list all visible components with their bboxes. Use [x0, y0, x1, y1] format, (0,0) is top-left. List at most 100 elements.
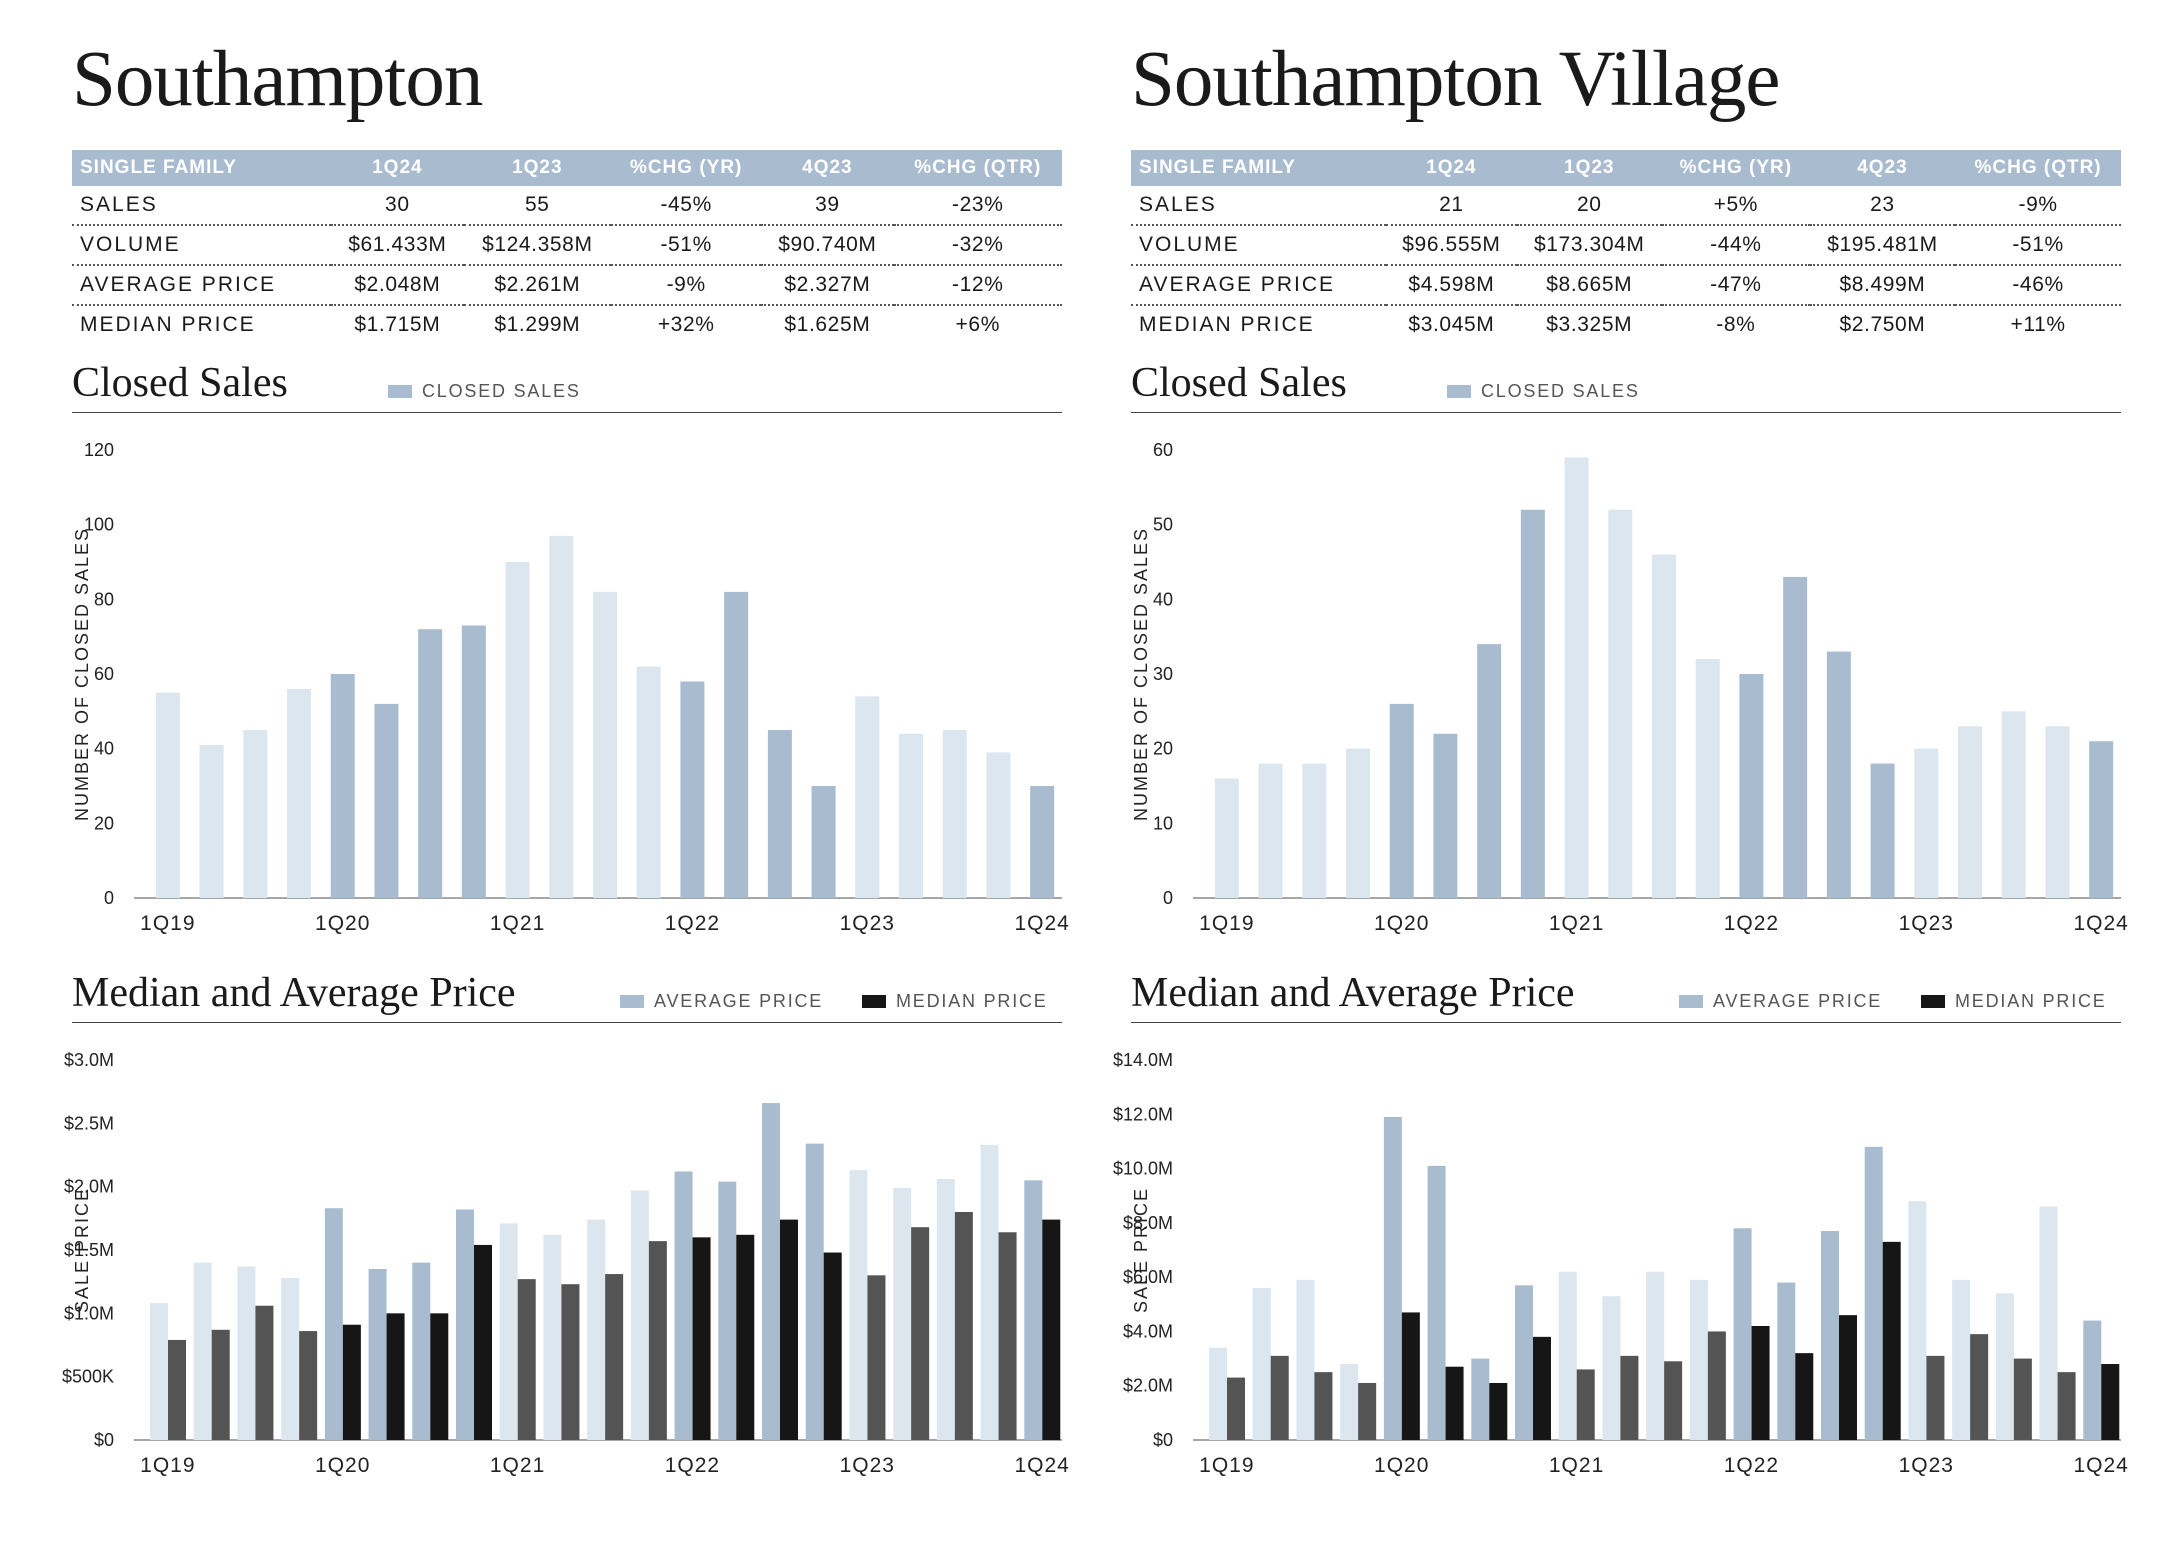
stats-header: SINGLE FAMILY: [1131, 150, 1387, 186]
stats-cell: $1.625M: [784, 313, 871, 336]
median-price-bar: [1358, 1383, 1377, 1440]
closed-sales-legend: CLOSED SALES: [1447, 381, 1640, 402]
closed-sales-bar: [986, 752, 1011, 898]
average-price-bar: [1340, 1364, 1359, 1440]
stats-cell: 21: [1386, 186, 1517, 226]
legend-swatch: [1447, 385, 1471, 398]
median-price-bar: [1227, 1377, 1245, 1440]
average-price-bar: [1252, 1288, 1271, 1440]
stats-cell: -12%: [893, 265, 1062, 306]
stats-cell: $8.499M: [1809, 265, 1956, 306]
average-price-bar: [674, 1171, 693, 1440]
y-tick-label: 10: [1153, 813, 1173, 833]
x-tick-label: 1Q24: [1014, 912, 1069, 935]
median-price-bar: [605, 1274, 624, 1440]
x-tick-label: 1Q23: [1899, 1454, 1954, 1477]
y-tick-label: $2.5M: [64, 1113, 114, 1133]
stats-cell: 30: [331, 186, 464, 226]
median-price-bar: [1042, 1219, 1061, 1440]
average-price-bar: [2039, 1206, 2058, 1440]
median-price-bar: [1489, 1383, 1508, 1440]
stats-header: %CHG (YR): [611, 150, 762, 186]
stats-header: 1Q24: [331, 150, 464, 186]
area-title: Southampton: [72, 36, 483, 123]
closed-sales-title: Closed Sales: [72, 360, 288, 406]
stats-cell: 20: [1516, 186, 1662, 226]
closed-sales-bar: [1302, 763, 1327, 898]
average-price-bar: [1515, 1285, 1533, 1440]
stats-cell: $8.665M: [1516, 265, 1662, 306]
stats-cell: $1.715M: [354, 313, 441, 336]
closed-sales-bar: [155, 692, 180, 898]
y-tick-label: 40: [1153, 589, 1173, 609]
median-price-bar: [561, 1284, 580, 1440]
stats-row-median-price: MEDIAN PRICE $1.715M $1.299M +32% $1.625…: [72, 305, 1062, 344]
stats-header: SINGLE FAMILY: [72, 150, 332, 186]
stats-cell: AVERAGE PRICE: [72, 265, 332, 306]
median-price-bar: [998, 1232, 1017, 1440]
average-price-bar: [237, 1266, 256, 1440]
median-price-bar: [1620, 1355, 1639, 1440]
stats-table: SINGLE FAMILY 1Q24 1Q23 %CHG (YR) 4Q23 %…: [1131, 150, 2121, 344]
stats-cell: $195.481M: [1809, 225, 1956, 266]
y-tick-label: $1.0M: [64, 1303, 114, 1323]
stats-cell: $2.261M: [463, 265, 612, 306]
stats-cell: +11%: [2010, 313, 2066, 336]
y-tick-label: $4.0M: [1123, 1321, 1173, 1341]
y-tick-label: $0: [1153, 1430, 1173, 1450]
average-price-bar: [1602, 1296, 1621, 1440]
median-price-bar: [867, 1275, 886, 1440]
average-price-bar: [1383, 1117, 1402, 1440]
closed-sales-bar: [330, 674, 355, 898]
closed-sales-bar: [899, 733, 923, 898]
average-price-bar: [1558, 1271, 1577, 1440]
median-price-bar: [517, 1279, 536, 1440]
closed-sales-chart: NUMBER OF CLOSED SALES 0 10 20 30 40 50 60 1Q19 1…: [1131, 440, 2128, 935]
average-price-bar: [1864, 1146, 1883, 1440]
stats-cell: $90.740M: [761, 225, 894, 266]
y-tick-label: 60: [94, 664, 114, 684]
x-tick-label: 1Q24: [1014, 1454, 1069, 1477]
stats-table: SINGLE FAMILY 1Q24 1Q23 %CHG (YR) 4Q23 %…: [72, 150, 1062, 344]
closed-sales-bar: [1477, 644, 1502, 898]
closed-sales-bar: [811, 786, 836, 898]
median-price-bar: [1707, 1331, 1726, 1440]
closed-sales-bar: [767, 730, 792, 898]
average-price-bar: [1209, 1347, 1227, 1440]
stats-cell: AVERAGE PRICE: [1131, 265, 1387, 306]
x-tick-label: 1Q19: [140, 912, 195, 935]
price-title: Median and Average Price: [1131, 970, 1575, 1016]
x-tick-label: 1Q24: [2073, 1454, 2128, 1477]
price-header: Median and Average Price AVERAGE PRICE M…: [1131, 972, 2121, 1023]
average-price-bar: [805, 1143, 824, 1440]
closed-sales-bar: [1652, 554, 1676, 898]
stats-cell: $2.048M: [331, 265, 464, 306]
average-price-bar: [543, 1234, 562, 1440]
median-price-bar: [2057, 1372, 2076, 1440]
stats-cell: -46%: [1955, 265, 2121, 306]
y-tick-label: 100: [84, 515, 114, 535]
legend-label: AVERAGE PRICE: [654, 991, 824, 1011]
closed-sales-bar: [1564, 457, 1589, 898]
closed-sales-bar: [724, 591, 749, 898]
area-title: Southampton Village: [1131, 36, 1780, 123]
closed-sales-bar: [593, 591, 617, 898]
y-tick-label: 60: [1153, 440, 1173, 460]
stats-cell: -45%: [611, 186, 762, 226]
average-price-bar: [630, 1190, 649, 1440]
closed-sales-bar: [1914, 748, 1939, 898]
closed-sales-bar: [1958, 726, 1982, 898]
x-tick-label: 1Q24: [2073, 912, 2128, 935]
y-tick-label: 20: [94, 813, 114, 833]
closed-sales-bar: [1433, 733, 1458, 898]
price-legend-average: AVERAGE PRICE: [620, 991, 823, 1012]
stats-row-average-price: AVERAGE PRICE $4.598M $8.665M -47% $8.49…: [1131, 265, 2121, 306]
closed-sales-legend: CLOSED SALES: [388, 381, 581, 402]
average-price-bar: [762, 1103, 780, 1440]
y-tick-label: 30: [1153, 664, 1173, 684]
x-tick-label: 1Q20: [315, 1454, 370, 1477]
y-tick-label: 0: [1163, 888, 1173, 908]
median-price-bar: [299, 1331, 318, 1440]
x-tick-label: 1Q19: [140, 1454, 195, 1477]
median-price-bar: [1664, 1361, 1683, 1440]
